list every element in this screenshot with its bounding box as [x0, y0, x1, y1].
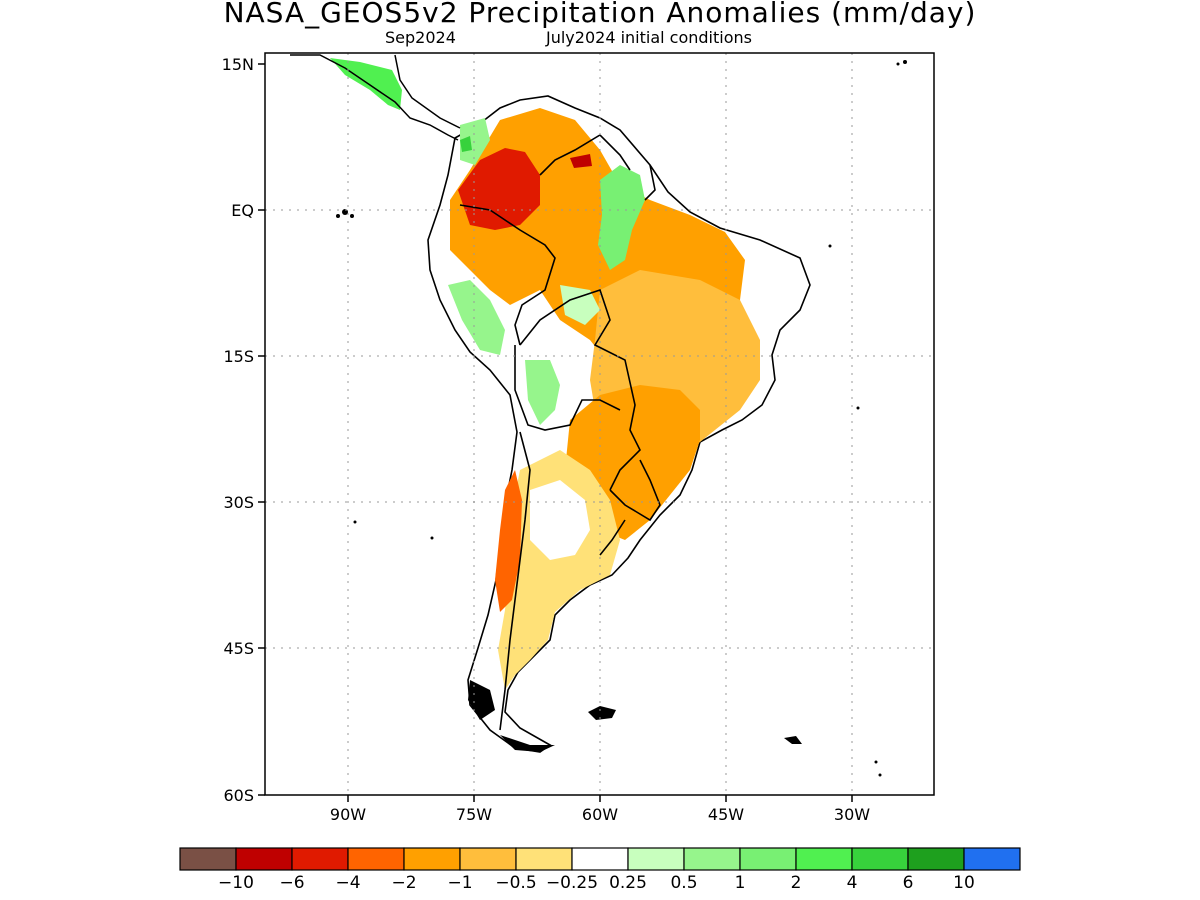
- lon-tick-label: 75W: [456, 805, 492, 824]
- colorbar-swatch: [739, 847, 797, 871]
- colorbar-swatch: [851, 847, 909, 871]
- initial-conditions: July2024 initial conditions: [546, 28, 752, 47]
- anomaly-yellow-argentina: [498, 450, 620, 690]
- country-borders: [459, 133, 661, 731]
- anomaly-white-argentina: [530, 480, 590, 560]
- colorbar-label: −0.25: [546, 873, 598, 893]
- lat-tick-label: 15N: [222, 55, 254, 74]
- colorbar-swatch: [347, 847, 405, 871]
- colorbar-swatch: [627, 847, 685, 871]
- colorbar-label: −0.5: [495, 873, 536, 893]
- lon-tick-label: 30W: [834, 805, 870, 824]
- anomaly-red-andes-chile: [495, 470, 522, 612]
- colorbar-swatch: [459, 847, 517, 871]
- lat-tick-label: 45S: [223, 639, 254, 658]
- lat-tick-label: EQ: [231, 201, 254, 220]
- anomaly-green-colombia: [460, 118, 490, 165]
- colorbar-label: 2: [791, 873, 802, 893]
- colorbar-label: 1: [735, 873, 746, 893]
- longitude-labels: 90W 75W 60W 45W 30W: [330, 805, 870, 824]
- islands: [336, 60, 907, 777]
- colorbar-swatch: [963, 847, 1021, 871]
- lat-tick-label: 60S: [223, 786, 254, 805]
- colorbar-swatch: [907, 847, 965, 871]
- tick-marks: [258, 63, 853, 802]
- colorbar-swatch: [403, 847, 461, 871]
- map-title: NASA_GEOS5v2 Precipitation Anomalies (mm…: [223, 0, 977, 29]
- map-content: [265, 53, 934, 795]
- colorbar-label: −10: [218, 873, 254, 893]
- anomaly-red-colombia: [458, 148, 540, 230]
- colorbar-label: 0.5: [670, 873, 697, 893]
- lat-tick-label: 15S: [223, 347, 254, 366]
- colorbar-swatch: [235, 847, 293, 871]
- colorbar-label: 4: [847, 873, 858, 893]
- colorbar-label: 6: [903, 873, 914, 893]
- colorbar-label: −1: [447, 873, 472, 893]
- lon-tick-label: 90W: [330, 805, 366, 824]
- caribbean-coast: [394, 54, 461, 129]
- colorbar-swatch: [179, 847, 237, 871]
- lat-tick-label: 30S: [223, 493, 254, 512]
- colorbar-swatch: [795, 847, 853, 871]
- central-america-outline: [290, 54, 459, 141]
- colorbar-swatch: [515, 847, 573, 871]
- colorbar-label: −4: [335, 873, 360, 893]
- colorbar-labels: −10 −6 −4 −2 −1 −0.5 −0.25 0.25 0.5 1 2 4 6 10: [218, 873, 975, 893]
- lon-tick-label: 60W: [582, 805, 618, 824]
- colorbar-label: 10: [953, 873, 975, 893]
- colorbar-label: −2: [391, 873, 416, 893]
- colorbar-swatch: [571, 847, 629, 871]
- forecast-month: Sep2024: [385, 28, 456, 47]
- anomaly-green-bolivia: [525, 360, 560, 425]
- colorbar: [179, 847, 1021, 871]
- colorbar-swatch: [683, 847, 741, 871]
- colorbar-label: 0.25: [609, 873, 647, 893]
- anomaly-dark-red-spot: [570, 154, 592, 168]
- anomaly-green-peru: [448, 280, 505, 355]
- anomaly-green-guiana: [598, 165, 645, 270]
- colorbar-swatch: [291, 847, 349, 871]
- latitude-labels: 15N EQ 15S 30S 45S 60S: [222, 55, 254, 805]
- lon-tick-label: 45W: [708, 805, 744, 824]
- anomaly-green-amazon-center: [560, 285, 600, 325]
- colorbar-label: −6: [279, 873, 304, 893]
- anomaly-dark-green-spot: [460, 136, 472, 152]
